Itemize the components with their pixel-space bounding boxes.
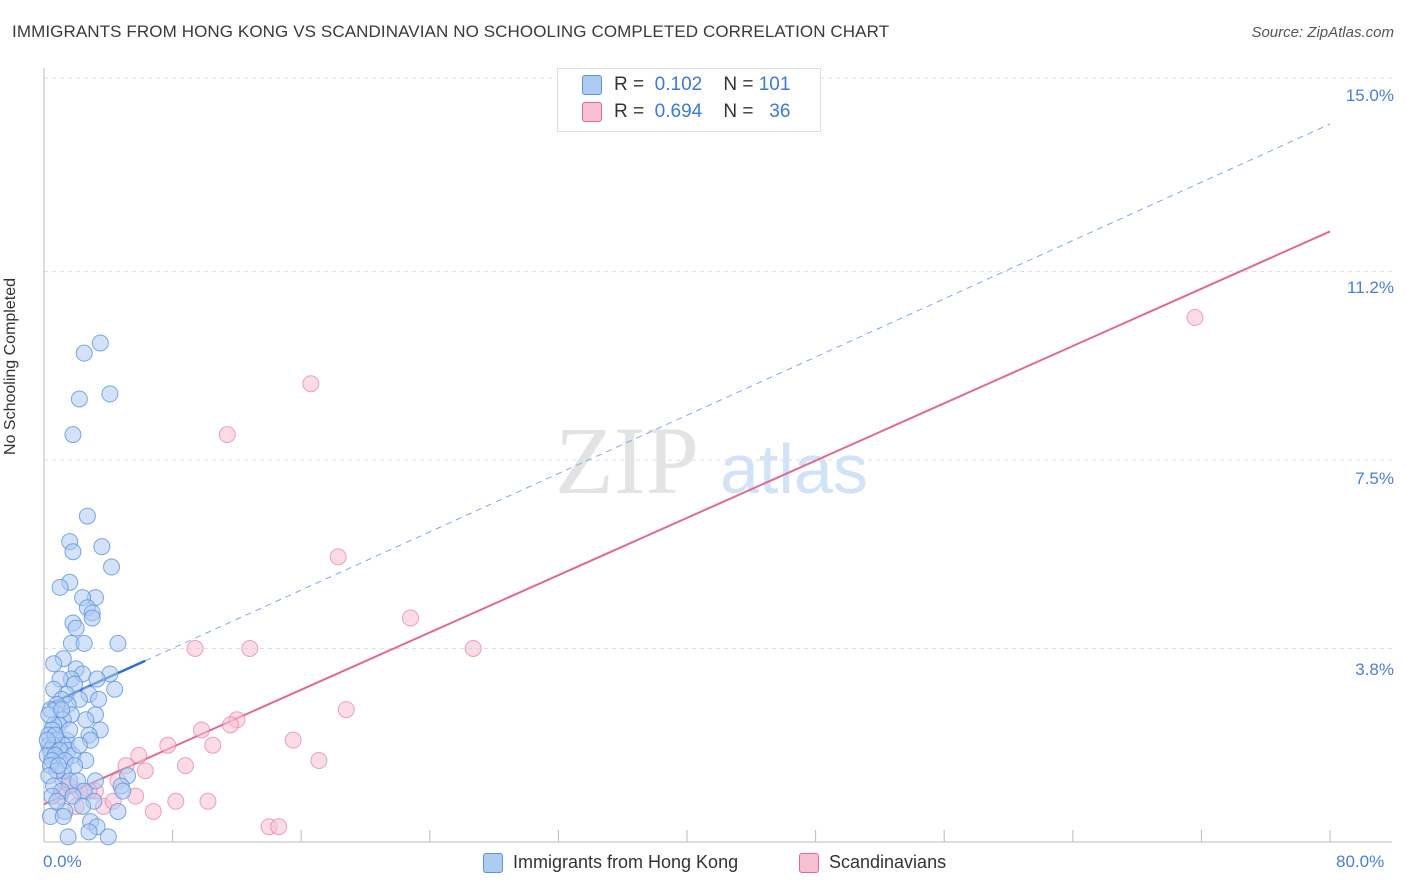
scandinavians-point [218, 426, 236, 444]
scandinavians-point [221, 716, 239, 734]
scandinavians-point [1186, 309, 1204, 327]
hong-kong-point [38, 731, 56, 749]
blue-swatch-icon [483, 853, 503, 874]
bottom-legend-scandinavians: Scandinavians [799, 852, 947, 874]
watermark-zip: ZIP [555, 407, 699, 514]
hong-kong-point [45, 655, 63, 673]
hong-kong-point [54, 808, 72, 826]
blue-swatch-icon [582, 74, 602, 95]
hong-kong-point [77, 711, 95, 729]
hong-kong-point [109, 634, 127, 652]
scandinavians-point [199, 792, 217, 810]
scandinavians-point [193, 721, 211, 739]
scandinavians-point [144, 802, 162, 820]
hong-kong-point [64, 426, 82, 444]
axes [43, 68, 1392, 843]
scandinavians-point [402, 609, 420, 627]
hong-kong-point [109, 802, 127, 820]
legend-r-label: R = [614, 101, 645, 122]
scandinavians-point [241, 640, 259, 657]
scandinavians-point [176, 757, 194, 775]
hong-kong-point [78, 507, 96, 525]
legend-r-label: R = [614, 74, 645, 95]
pink-swatch-icon [582, 101, 602, 122]
scandinavians-point [130, 746, 148, 764]
scandinavians-point [136, 762, 154, 780]
hong-kong-point [75, 344, 93, 362]
hong-kong-point [103, 558, 121, 576]
legend-n-value: 36 [769, 101, 791, 122]
y-tick-label: 15.0% [1345, 86, 1394, 105]
legend-n-label: N = [723, 101, 754, 122]
legend-r-value: 0.102 [654, 74, 703, 95]
hong-kong-point [48, 792, 66, 810]
scandinavians-point [159, 736, 177, 754]
hong-kong-point [53, 701, 71, 719]
bottom-legend-hong-kong: Immigrants from Hong Kong [483, 852, 739, 874]
hong-kong-point [99, 828, 117, 846]
hong-kong-point [88, 670, 106, 688]
legend-row-scandinavians: R = 0.694 N = 36 [582, 101, 790, 127]
y-tick-label: 11.2% [1347, 278, 1394, 297]
chart-title: IMMIGRANTS FROM HONG KONG VS SCANDINAVIA… [12, 22, 890, 41]
hong-kong-point [80, 823, 98, 841]
scandinavians-point [464, 640, 482, 657]
hong-kong-point [75, 634, 93, 652]
data-points [38, 309, 1204, 846]
hong-kong-point [51, 578, 69, 596]
y-tick-label: 7.5% [1355, 469, 1394, 488]
y-tick-label: 3.8% [1355, 660, 1394, 679]
scandinavians-point [284, 731, 302, 749]
legend-r-value: 0.694 [654, 101, 703, 122]
hong-kong-point [83, 609, 101, 627]
scandinavians-point [329, 548, 347, 566]
hong-kong-point [90, 690, 108, 708]
watermark-atlas: atlas [720, 430, 868, 508]
x-tick-label: 80.0% [1336, 852, 1385, 871]
scandinavians-point [310, 752, 328, 770]
hong-kong-point [93, 538, 111, 556]
gridlines [44, 77, 1392, 649]
hong-kong-point [64, 543, 82, 561]
hong-kong-point [106, 680, 124, 698]
hong-kong-point [70, 736, 88, 754]
watermark: ZIP atlas [555, 407, 868, 514]
hong-kong-point [61, 721, 79, 739]
legend-row-hong-kong: R = 0.102 N = 101 [582, 74, 790, 100]
y-axis-label: No Schooling Completed [2, 278, 19, 455]
pink-swatch-icon [799, 853, 819, 874]
hong-kong-point [70, 390, 88, 408]
hong-kong-point [49, 757, 67, 775]
hong-kong-trendline-extension [145, 123, 1331, 662]
hong-kong-point [86, 772, 104, 790]
correlation-legend: R = 0.102 N = 101 R = 0.694 N = 36 [557, 68, 821, 132]
hong-kong-point [67, 619, 85, 637]
hong-kong-point [114, 782, 132, 800]
scandinavians-point [186, 640, 204, 657]
hong-kong-point [74, 797, 92, 815]
scandinavians-point [302, 375, 320, 393]
hong-kong-point [101, 385, 119, 403]
hong-kong-point [91, 334, 109, 352]
legend-n-value: 101 [758, 74, 791, 95]
source-label: Source: ZipAtlas.com [1251, 24, 1394, 41]
hong-kong-point [59, 828, 77, 846]
scandinavians-point [167, 792, 185, 810]
legend-n-label: N = [723, 74, 754, 95]
scandinavians-point [204, 736, 222, 754]
bottom-legend-label: Immigrants from Hong Kong [513, 852, 739, 872]
x-tick-label: 0.0% [43, 852, 82, 871]
scandinavians-trendline [43, 230, 1331, 806]
scandinavians-point [337, 701, 355, 719]
bottom-legend-label: Scandinavians [829, 852, 947, 872]
scandinavians-point [270, 818, 288, 836]
